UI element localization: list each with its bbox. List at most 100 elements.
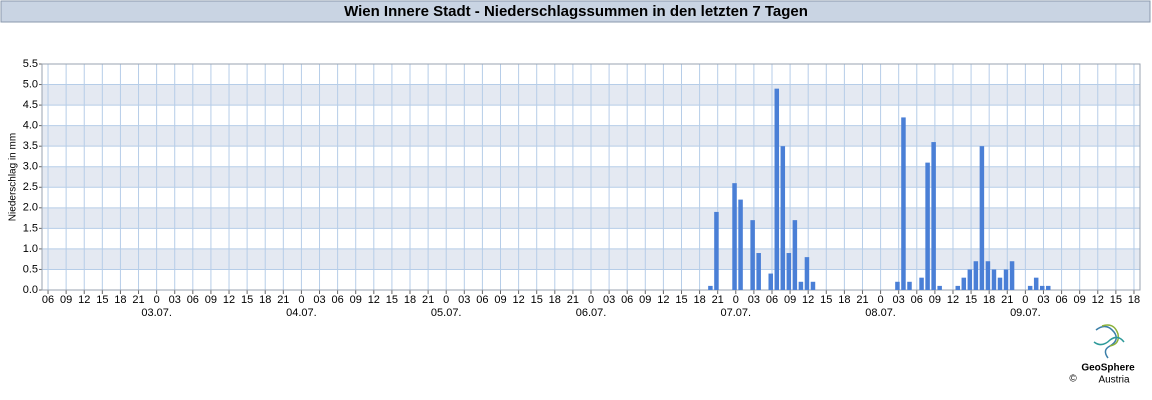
x-tick-label: 15 — [531, 294, 543, 306]
x-tick-label: 09 — [784, 294, 796, 306]
title-bar — [0, 0, 1151, 23]
x-tick-label: 0 — [443, 294, 449, 306]
y-tick-label: 3.0 — [23, 161, 38, 173]
x-tick-label: 15 — [820, 294, 832, 306]
bar — [895, 281, 900, 290]
x-tick-label: 06 — [766, 294, 778, 306]
bar — [973, 261, 979, 290]
x-tick-label: 18 — [983, 294, 995, 306]
bar — [708, 285, 713, 290]
x-tick-label: 15 — [965, 294, 977, 306]
x-tick-label: 03 — [748, 294, 760, 306]
date-label: 06.07. — [576, 307, 607, 319]
x-tick-label: 12 — [368, 294, 380, 306]
x-tick-label: 0 — [588, 294, 594, 306]
x-tick-label: 09 — [639, 294, 651, 306]
x-tick-label: 09 — [60, 294, 72, 306]
bar — [798, 281, 804, 290]
bar — [714, 211, 719, 290]
x-tick-label: 0 — [733, 294, 739, 306]
x-tick-label: 09 — [205, 294, 217, 306]
y-axis-label: Niederschlag in mm — [8, 133, 19, 221]
bar — [967, 269, 973, 290]
y-tick-label: 5.0 — [23, 78, 38, 90]
x-tick-label: 06 — [187, 294, 199, 306]
x-tick-label: 12 — [657, 294, 669, 306]
bar — [804, 257, 810, 290]
x-tick-label: 12 — [78, 294, 90, 306]
x-tick-label: 18 — [1128, 294, 1140, 306]
y-tick-label: 1.0 — [23, 243, 38, 255]
y-tick-label: 0.5 — [23, 263, 38, 275]
logo-copyright: © — [1069, 374, 1077, 385]
bar — [1046, 285, 1051, 290]
x-tick-label: 21 — [1001, 294, 1013, 306]
bar — [768, 273, 773, 290]
x-tick-label: 09 — [494, 294, 506, 306]
bar — [1003, 269, 1009, 290]
y-tick-label: 5.5 — [23, 58, 38, 70]
x-tick-label: 06 — [331, 294, 343, 306]
x-tick-label: 15 — [96, 294, 108, 306]
x-tick-label: 03 — [603, 294, 615, 306]
logo-icon — [1093, 324, 1125, 359]
x-tick-label: 15 — [1110, 294, 1122, 306]
x-tick-label: 15 — [675, 294, 687, 306]
bar — [738, 199, 743, 290]
x-tick-label: 03 — [893, 294, 905, 306]
bar — [985, 261, 991, 290]
chart-title: Wien Innere Stadt - Niederschlagssummen … — [344, 3, 808, 20]
bar — [937, 285, 942, 290]
logo-name: GeoSphere — [1081, 363, 1135, 374]
x-tick-label: 18 — [114, 294, 126, 306]
date-label: 07.07. — [720, 307, 751, 319]
date-label: 09.07. — [1010, 307, 1041, 319]
x-tick-label: 06 — [911, 294, 923, 306]
x-tick-label: 12 — [1092, 294, 1104, 306]
bar — [786, 253, 792, 290]
bar — [1033, 277, 1039, 290]
logo-country: Austria — [1098, 375, 1130, 386]
x-tick-label: 21 — [712, 294, 724, 306]
x-tick-label: 03 — [313, 294, 325, 306]
x-tick-label: 06 — [1055, 294, 1067, 306]
bar — [792, 220, 798, 290]
x-tick-label: 0 — [298, 294, 304, 306]
x-tick-label: 18 — [259, 294, 271, 306]
bar — [979, 146, 985, 290]
x-tick-label: 03 — [1037, 294, 1049, 306]
x-tick-label: 03 — [169, 294, 181, 306]
bar — [931, 142, 936, 290]
bar — [901, 117, 906, 290]
x-tick-label: 06 — [476, 294, 488, 306]
x-tick-label: 21 — [132, 294, 144, 306]
x-tick-label: 21 — [567, 294, 579, 306]
bar — [997, 277, 1003, 290]
x-tick-label: 03 — [458, 294, 470, 306]
bar — [756, 253, 761, 290]
x-tick-label: 09 — [929, 294, 941, 306]
date-label: 08.07. — [865, 307, 896, 319]
y-tick-label: 2.5 — [23, 181, 38, 193]
plot-border — [41, 63, 1141, 291]
x-tick-label: 12 — [223, 294, 235, 306]
bar — [810, 281, 816, 290]
y-tick-label: 3.5 — [23, 140, 38, 152]
bar — [774, 88, 780, 291]
y-tick-label: 0.0 — [23, 284, 38, 296]
x-tick-label: 21 — [277, 294, 289, 306]
x-tick-label: 18 — [404, 294, 416, 306]
bar — [961, 277, 967, 290]
bar — [919, 277, 924, 290]
x-tick-label: 06 — [42, 294, 54, 306]
x-tick-label: 12 — [802, 294, 814, 306]
date-label: 03.07. — [141, 307, 172, 319]
y-tick-label: 2.0 — [23, 202, 38, 214]
x-tick-label: 21 — [856, 294, 868, 306]
bar — [750, 220, 755, 290]
bar — [925, 162, 930, 290]
x-tick-label: 06 — [621, 294, 633, 306]
x-tick-label: 15 — [386, 294, 398, 306]
y-tick-label: 4.0 — [23, 120, 38, 132]
